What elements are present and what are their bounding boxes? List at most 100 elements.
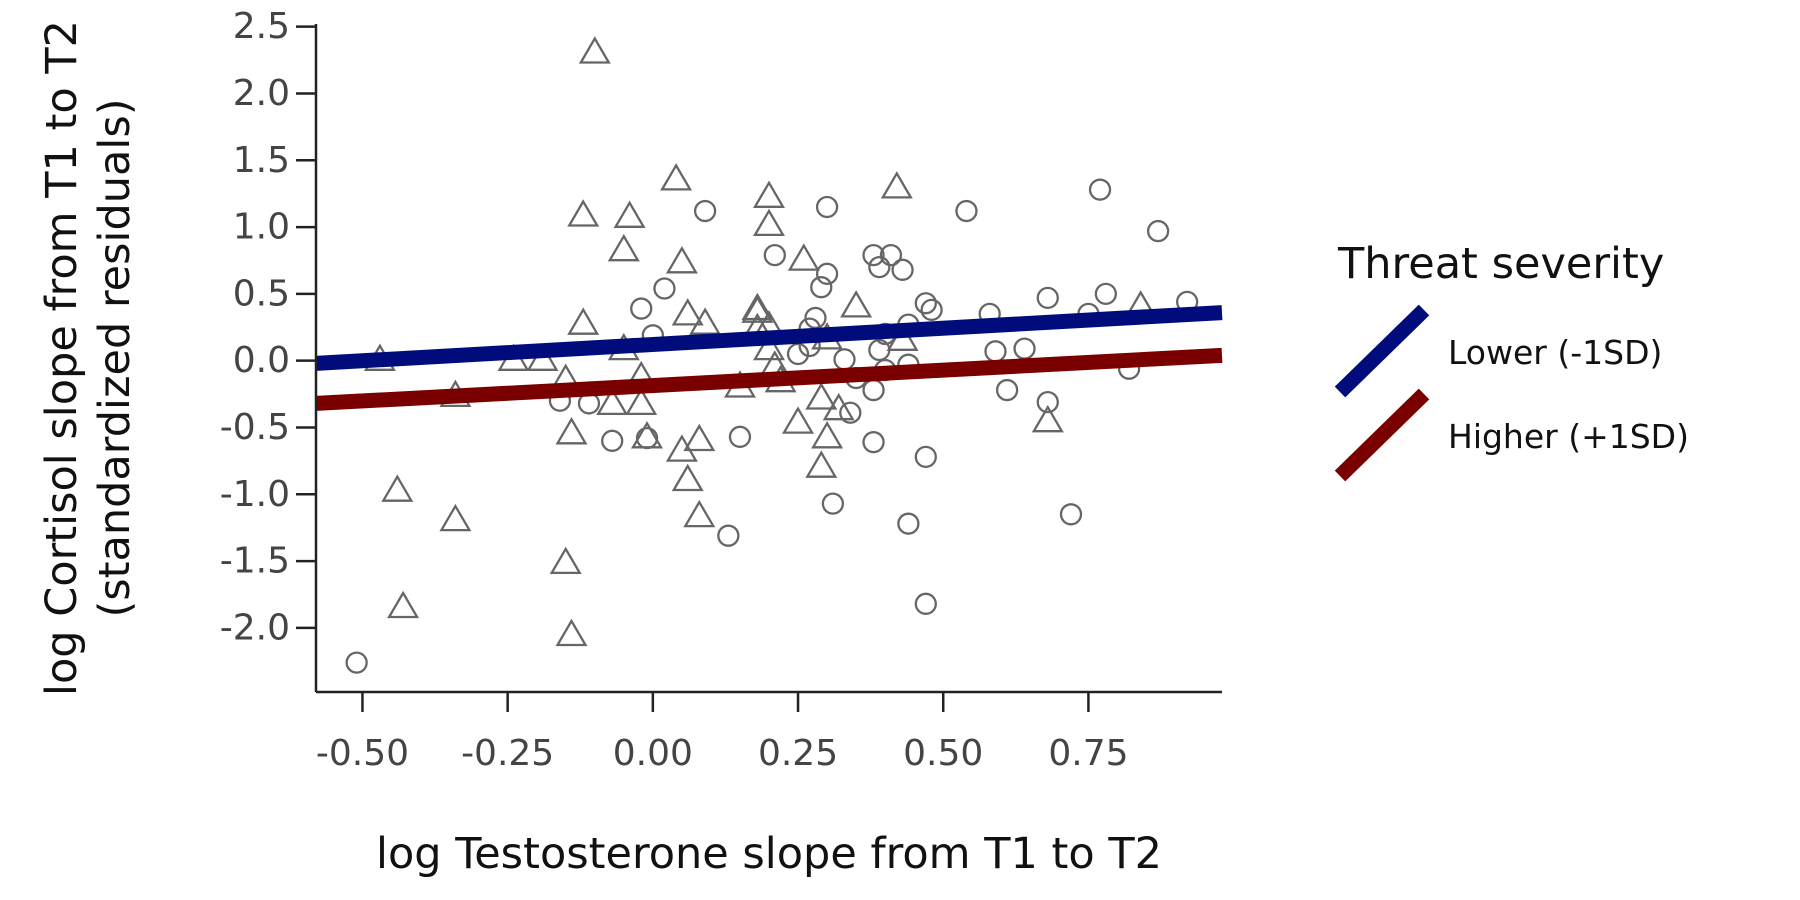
triangle-point <box>660 163 693 191</box>
triangle-point <box>880 171 913 199</box>
y-tick-label: 2.0 <box>233 73 290 114</box>
triangle-point <box>752 332 786 361</box>
circle-point <box>914 292 937 315</box>
circle-point <box>839 401 862 424</box>
circle-point <box>728 425 752 448</box>
triangle-point <box>683 423 716 452</box>
circle-point <box>955 199 978 223</box>
y-tick-label: -1.0 <box>220 474 290 515</box>
circle-point <box>891 258 914 281</box>
x-tick-label: 0.75 <box>1048 733 1128 774</box>
y-tick-label: -2.0 <box>220 607 290 648</box>
circle-point <box>1146 219 1170 243</box>
triangle-point <box>613 200 646 228</box>
x-axis-ticks: -0.50 -0.25 0.00 0.25 0.50 0.75 <box>316 692 1129 774</box>
x-axis-title: log Testosterone slope from T1 to T2 <box>376 829 1162 879</box>
y-axis-ticks: 2.5 2.0 1.5 1.0 0.5 0.0 -0.5 -1.0 -1.5 -2.0 <box>220 6 316 648</box>
legend-title: Threat severity <box>1337 239 1664 289</box>
y-axis-title-line-1: log Cortisol slope from T1 to T2 <box>37 20 87 696</box>
triangle-point <box>567 307 600 335</box>
circle-point <box>879 243 903 267</box>
circle-point <box>815 195 839 219</box>
circle-point <box>862 431 885 454</box>
y-tick-label: 1.5 <box>233 140 290 181</box>
triangle-point <box>1031 404 1064 433</box>
regression-line-higher <box>315 347 1223 411</box>
circle-point <box>1059 503 1083 526</box>
circle-point <box>833 348 856 371</box>
circle-point <box>810 276 833 299</box>
circle-point <box>635 427 659 450</box>
circle-point <box>920 298 943 322</box>
y-tick-label: 0.5 <box>233 273 290 314</box>
triangle-point <box>381 474 414 502</box>
triangle-point <box>683 499 716 528</box>
triangle-point <box>625 387 658 416</box>
circle-point <box>995 378 1019 402</box>
y-tick-label: -1.5 <box>220 541 290 582</box>
legend: Threat severity Lower (-1SD) Higher (+1S… <box>1334 239 1689 482</box>
triangle-point <box>752 208 786 237</box>
circle-point <box>1094 282 1117 306</box>
triangle-point <box>689 307 722 335</box>
legend-label-lower: Lower (-1SD) <box>1448 333 1662 372</box>
triangle-point <box>741 292 774 321</box>
triangle-point <box>567 199 600 227</box>
y-axis-title-line-2: (standardized residuals) <box>90 98 140 617</box>
triangle-point <box>781 406 815 434</box>
circle-point <box>862 243 885 267</box>
triangle-point <box>840 290 873 318</box>
triangle-point <box>665 434 698 462</box>
triangle-point <box>665 246 698 274</box>
triangle-point <box>752 180 786 208</box>
triangle-point <box>822 392 855 421</box>
circle-point <box>693 199 717 223</box>
circle-point <box>868 256 891 279</box>
circle-point <box>984 340 1007 363</box>
triangle-point <box>787 243 820 271</box>
circle-point <box>786 342 810 366</box>
circle-point <box>1013 337 1036 360</box>
circle-point <box>868 338 891 362</box>
y-tick-label: 2.5 <box>233 6 290 47</box>
triangle-point <box>555 618 588 647</box>
triangle-point <box>596 387 629 416</box>
circle-point <box>630 297 653 320</box>
x-tick-label: -0.50 <box>316 733 409 774</box>
circle-point <box>717 524 740 547</box>
circle-point <box>1036 390 1059 414</box>
circle-point <box>1036 286 1059 310</box>
circle-point <box>345 651 368 674</box>
y-tick-label: -0.5 <box>220 407 290 448</box>
circle-point <box>862 378 885 402</box>
y-tick-label: 0.0 <box>233 340 290 381</box>
triangle-point <box>549 546 582 575</box>
triangle-point <box>671 298 704 326</box>
circle-point <box>914 592 937 615</box>
circle-point <box>897 512 920 535</box>
triangle-point <box>741 295 774 323</box>
regression-lines <box>315 305 1223 411</box>
y-tick-label: 1.0 <box>233 207 290 248</box>
triangle-point <box>805 382 838 410</box>
x-tick-label: -0.25 <box>461 733 554 774</box>
triangle-point <box>811 421 844 449</box>
legend-swatch-higher <box>1334 388 1430 482</box>
triangle-point <box>387 590 420 619</box>
circle-point <box>601 429 624 452</box>
legend-label-higher: Higher (+1SD) <box>1448 417 1689 456</box>
regression-line-lower <box>315 305 1223 371</box>
legend-swatch-lower <box>1334 304 1430 398</box>
circle-point <box>653 277 676 300</box>
circle-point <box>763 243 786 267</box>
x-tick-label: 0.50 <box>903 733 983 774</box>
circle-point <box>821 492 845 515</box>
x-tick-label: 0.00 <box>613 733 693 774</box>
triangle-point <box>671 463 704 492</box>
circle-point <box>815 262 839 285</box>
circle-point <box>914 445 937 469</box>
triangle-point <box>607 233 640 262</box>
triangle-point <box>439 503 472 532</box>
triangle-point <box>578 36 611 64</box>
